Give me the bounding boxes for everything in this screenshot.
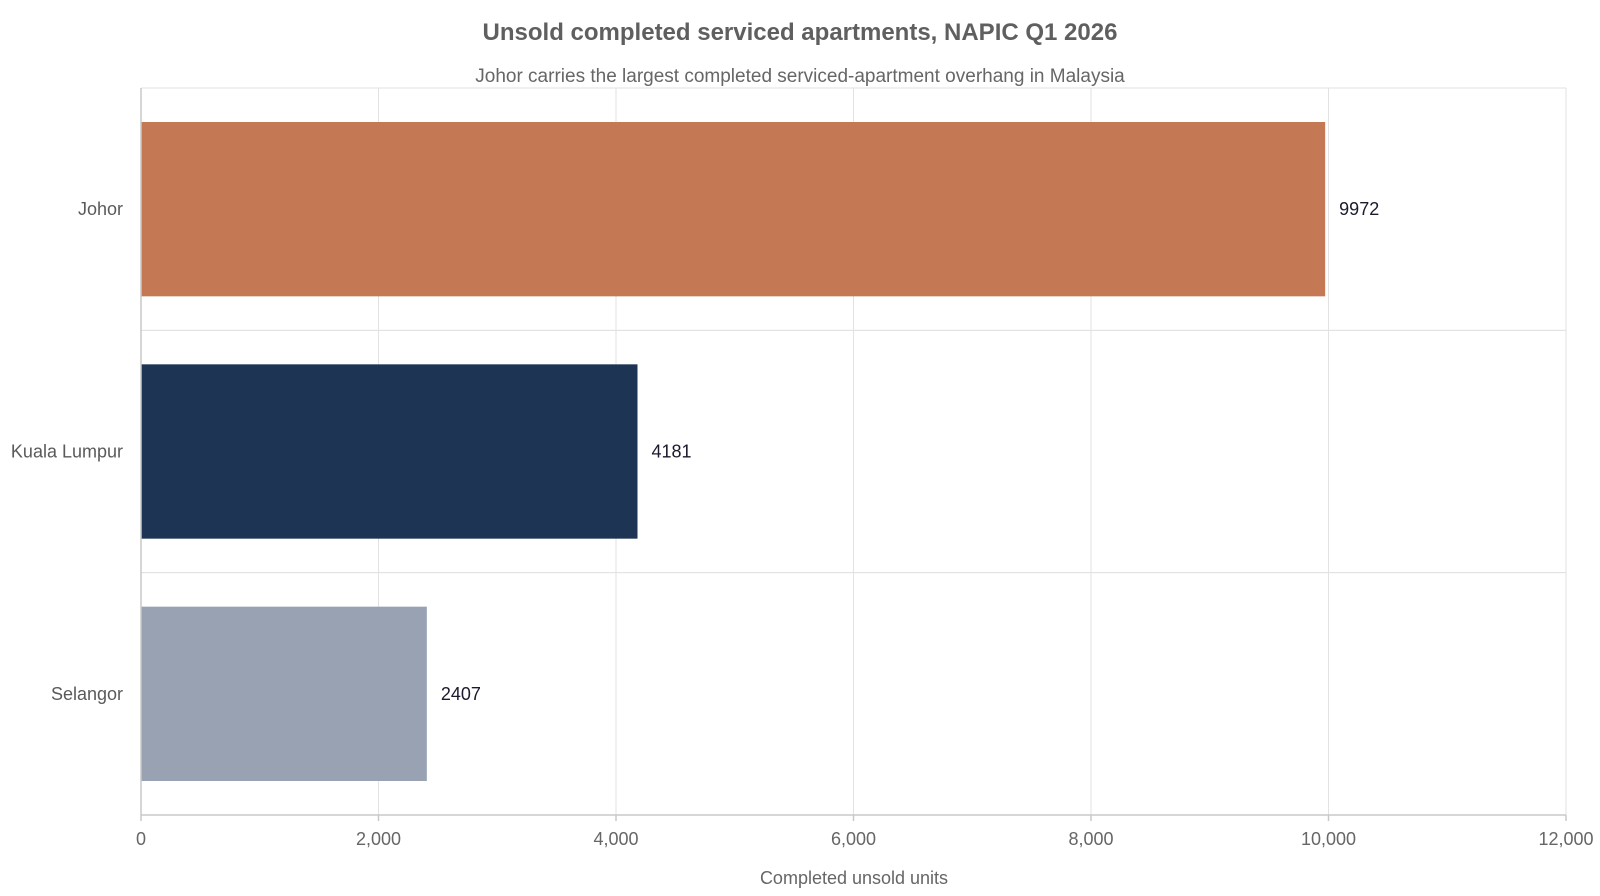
bar-johor [141,122,1326,297]
category-label: Selangor [51,684,123,704]
chart-subtitle: Johor carries the largest completed serv… [475,66,1125,87]
category-label: Johor [78,199,123,219]
bars: 9972 4181 2407 [141,122,1379,781]
x-axis-title: Completed unsold units [760,868,948,888]
chart-title: Unsold completed serviced apartments, NA… [483,19,1118,46]
x-tick-label: 10,000 [1301,829,1356,849]
x-tick-label: 0 [136,829,146,849]
axes: Johor Kuala Lumpur Selangor 0 2,000 4,000 6,00… [11,88,1594,849]
data-label: 9972 [1339,199,1379,219]
x-tick-label: 12,000 [1538,829,1593,849]
data-label: 2407 [441,684,481,704]
bar-selangor [141,606,427,781]
x-tick-label: 4,000 [593,829,638,849]
x-tick-label: 8,000 [1068,829,1113,849]
category-label: Kuala Lumpur [11,442,123,462]
bar-kuala-lumpur [141,364,638,539]
x-tick-label: 6,000 [831,829,876,849]
data-label: 4181 [651,442,691,462]
x-tick-label: 2,000 [356,829,401,849]
